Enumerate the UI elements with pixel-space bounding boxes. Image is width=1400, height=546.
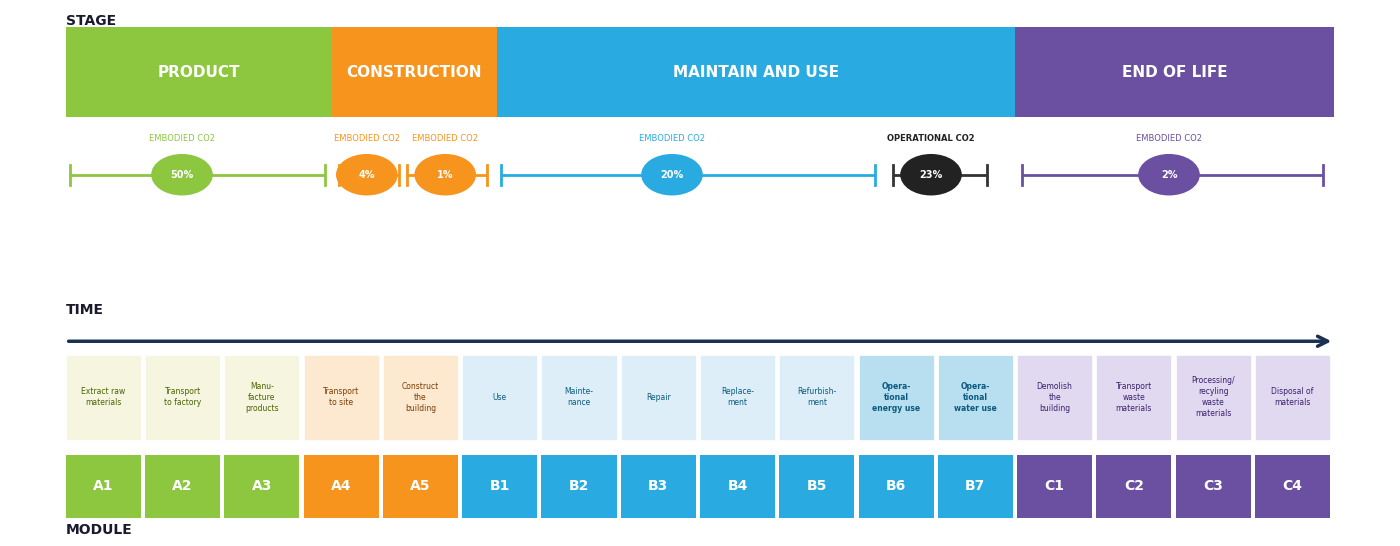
Text: EMBODIED CO2: EMBODIED CO2 xyxy=(412,134,479,143)
Text: EMBODIED CO2: EMBODIED CO2 xyxy=(148,134,216,143)
Text: PRODUCT: PRODUCT xyxy=(158,65,239,80)
Bar xyxy=(66,355,141,440)
Bar xyxy=(382,455,458,518)
Text: Transport
waste
materials: Transport waste materials xyxy=(1116,382,1152,413)
Text: Repair: Repair xyxy=(645,393,671,402)
Text: A2: A2 xyxy=(172,479,193,493)
Text: B2: B2 xyxy=(568,479,589,493)
Text: B7: B7 xyxy=(965,479,986,493)
Bar xyxy=(858,455,934,518)
Text: TIME: TIME xyxy=(66,302,104,317)
Bar xyxy=(1096,355,1172,440)
Bar xyxy=(700,455,776,518)
Text: 23%: 23% xyxy=(920,170,942,180)
Text: C2: C2 xyxy=(1124,479,1144,493)
Ellipse shape xyxy=(641,154,703,195)
Text: Mainte-
nance: Mainte- nance xyxy=(564,387,594,407)
Bar xyxy=(66,27,332,117)
Text: Construct
the
building: Construct the building xyxy=(402,382,440,413)
Text: EMBODIED CO2: EMBODIED CO2 xyxy=(638,134,706,143)
Bar xyxy=(382,355,458,440)
Text: Extract raw
materials: Extract raw materials xyxy=(81,387,126,407)
Bar xyxy=(938,355,1014,440)
Text: Disposal of
materials: Disposal of materials xyxy=(1271,387,1313,407)
Text: Use: Use xyxy=(493,393,507,402)
Bar xyxy=(542,355,616,440)
Bar xyxy=(1176,455,1250,518)
Text: B6: B6 xyxy=(886,479,906,493)
Bar xyxy=(1254,355,1330,440)
Bar xyxy=(332,27,497,117)
Text: EMBODIED CO2: EMBODIED CO2 xyxy=(333,134,400,143)
Bar xyxy=(780,455,854,518)
Text: A4: A4 xyxy=(330,479,351,493)
Text: STAGE: STAGE xyxy=(66,14,116,28)
Ellipse shape xyxy=(1138,154,1200,195)
Bar xyxy=(462,355,538,440)
Text: A1: A1 xyxy=(92,479,113,493)
Text: C4: C4 xyxy=(1282,479,1302,493)
Text: Transport
to site: Transport to site xyxy=(323,387,360,407)
Text: EMBODIED CO2: EMBODIED CO2 xyxy=(1135,134,1203,143)
Ellipse shape xyxy=(900,154,962,195)
Text: MAINTAIN AND USE: MAINTAIN AND USE xyxy=(673,65,839,80)
Bar xyxy=(700,355,776,440)
Bar xyxy=(858,355,934,440)
Text: 1%: 1% xyxy=(437,170,454,180)
Bar xyxy=(542,455,616,518)
Text: 20%: 20% xyxy=(661,170,683,180)
Text: Processing/
recyling
waste
materials: Processing/ recyling waste materials xyxy=(1191,376,1235,418)
Text: A5: A5 xyxy=(410,479,431,493)
Bar xyxy=(497,27,1015,117)
Text: 4%: 4% xyxy=(358,170,375,180)
Text: CONSTRUCTION: CONSTRUCTION xyxy=(347,65,482,80)
Bar xyxy=(224,355,300,440)
Bar xyxy=(1176,355,1250,440)
Bar xyxy=(1096,455,1172,518)
Text: Opera-
tional
energy use: Opera- tional energy use xyxy=(872,382,920,413)
Bar xyxy=(1016,355,1092,440)
Bar xyxy=(66,455,141,518)
Bar xyxy=(462,455,538,518)
Bar xyxy=(1015,27,1334,117)
Text: MODULE: MODULE xyxy=(66,523,133,537)
Text: Manu-
facture
products: Manu- facture products xyxy=(245,382,279,413)
Bar xyxy=(780,355,854,440)
Bar xyxy=(1016,455,1092,518)
Text: Replace-
ment: Replace- ment xyxy=(721,387,755,407)
Text: B3: B3 xyxy=(648,479,668,493)
Text: B4: B4 xyxy=(728,479,748,493)
Text: C1: C1 xyxy=(1044,479,1064,493)
Text: OPERATIONAL CO2: OPERATIONAL CO2 xyxy=(888,134,974,143)
Bar xyxy=(304,355,378,440)
Ellipse shape xyxy=(336,154,398,195)
Bar xyxy=(620,355,696,440)
Text: A3: A3 xyxy=(252,479,272,493)
Ellipse shape xyxy=(151,154,213,195)
Text: 50%: 50% xyxy=(171,170,193,180)
Text: B5: B5 xyxy=(806,479,827,493)
Bar xyxy=(146,455,220,518)
Text: 2%: 2% xyxy=(1161,170,1177,180)
Text: C3: C3 xyxy=(1203,479,1224,493)
Text: END OF LIFE: END OF LIFE xyxy=(1121,65,1228,80)
Bar xyxy=(304,455,378,518)
Bar xyxy=(620,455,696,518)
Text: Opera-
tional
water use: Opera- tional water use xyxy=(953,382,997,413)
Bar xyxy=(146,355,220,440)
Text: Refurbish-
ment: Refurbish- ment xyxy=(797,387,836,407)
Text: Transport
to factory: Transport to factory xyxy=(164,387,202,407)
Bar xyxy=(224,455,300,518)
Bar xyxy=(1254,455,1330,518)
Text: B1: B1 xyxy=(490,479,510,493)
Text: Demolish
the
building: Demolish the building xyxy=(1036,382,1072,413)
Bar xyxy=(938,455,1014,518)
Ellipse shape xyxy=(414,154,476,195)
